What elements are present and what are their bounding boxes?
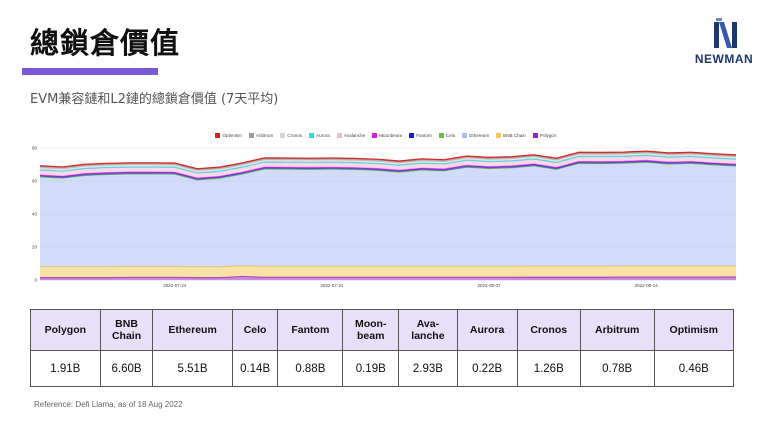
page-title: 總鎖倉價值 — [30, 26, 181, 60]
legend-swatch — [496, 133, 502, 138]
title-underline — [22, 68, 158, 75]
table-header-cell: Moon- beam — [342, 309, 400, 351]
legend-label: Aurora — [316, 133, 330, 138]
x-tick-label: 2022-08-07 — [478, 283, 502, 288]
table-cell: 0.46B — [653, 350, 735, 387]
y-tick-label: 60 — [32, 179, 38, 184]
table-header-cell: Fantom — [277, 309, 344, 351]
x-tick-label: 2022-07-24 — [163, 283, 187, 288]
chart-subtitle: EVM兼容鏈和L2鏈的總鎖倉價值 (7天平均) — [30, 92, 279, 107]
legend-label: BNB Chain — [503, 133, 526, 138]
legend-item: Optimism — [215, 133, 242, 138]
table-header-cell: Aurora — [456, 309, 518, 351]
legend-swatch — [409, 133, 415, 138]
tvl-chart: 0 20 40 60 80 2022-07-24 2022-07-31 2022-08-07 2… — [30, 128, 742, 293]
legend-label: Cronos — [287, 133, 303, 138]
legend-item: Avalanche — [336, 133, 366, 138]
table-header-cell: Ava- lanche — [398, 309, 458, 351]
y-tick-label: 40 — [32, 212, 38, 217]
table-header-cell: Polygon — [30, 309, 101, 351]
chart-legend: Optimism Arbitrum Cronos Aurora Avalanche Moo… — [30, 133, 742, 138]
legend-item: Ethereum — [462, 133, 489, 138]
legend-label: Celo — [445, 133, 456, 138]
x-tick-label: 2022-08-14 — [635, 283, 659, 288]
series-line-moonbeam — [39, 159, 737, 179]
y-tick-label: 0 — [34, 278, 37, 283]
legend-label: Avalanche — [343, 133, 366, 138]
x-tick-label: 2022-07-31 — [320, 283, 344, 288]
table-cell: 5.51B — [152, 350, 233, 387]
legend-label: Fantom — [416, 133, 432, 138]
series-line-arbitrum — [39, 151, 737, 171]
y-tick-label: 20 — [32, 245, 38, 250]
tvl-area-chart: 0 20 40 60 80 2022-07-24 2022-07-31 2022-08-07 2… — [32, 146, 737, 288]
legend-swatch — [438, 133, 444, 138]
table-cell: 1.91B — [30, 350, 101, 387]
legend-label: Polygon — [539, 133, 557, 138]
table-row: 1.91B 6.60B 5.51B 0.14B 0.88B 0.19B 2.93B 0.22B… — [30, 350, 735, 387]
legend-item: Fantom — [409, 133, 432, 138]
table-header-cell: BNB Chain — [99, 309, 154, 351]
legend-item: Celo — [438, 133, 456, 138]
area-fantom — [40, 160, 736, 180]
legend-swatch — [372, 133, 378, 138]
newman-logo-icon — [714, 18, 737, 48]
table-header-cell: Optimism — [653, 309, 735, 351]
table-cell: 1.26B — [516, 350, 581, 387]
legend-label: Optimism — [222, 133, 242, 138]
table-cell: 2.93B — [398, 350, 458, 387]
legend-item: Cronos — [280, 133, 302, 138]
legend-label: Arbitrum — [255, 133, 274, 138]
table-header-cell: Ethereum — [152, 309, 233, 351]
legend-item: BNB Chain — [496, 133, 526, 138]
logo-text: NEWMAN — [694, 52, 754, 66]
reference-note: Reference: Defi Llama, as of 18 Aug 2022 — [34, 400, 183, 409]
legend-item: Moonbeam — [372, 133, 402, 138]
table-header-row: Polygon BNB Chain Ethereum Celo Fantom Moon- … — [30, 309, 735, 351]
table-header-cell: Celo — [231, 309, 279, 351]
legend-swatch — [248, 133, 254, 138]
area-cronos — [40, 153, 736, 173]
table-cell: 0.22B — [456, 350, 518, 387]
legend-item: Arbitrum — [248, 133, 274, 138]
y-tick-label: 80 — [32, 146, 38, 151]
legend-swatch — [215, 133, 221, 138]
area-bnb-chain — [40, 265, 736, 278]
table-cell: 0.19B — [342, 350, 400, 387]
table-cell: 0.78B — [579, 350, 655, 387]
legend-item: Aurora — [309, 133, 330, 138]
tvl-table: Polygon BNB Chain Ethereum Celo Fantom Moon- … — [30, 309, 735, 387]
legend-swatch — [336, 133, 342, 138]
table-header-cell: Cronos — [516, 309, 581, 351]
legend-label: Moonbeam — [379, 133, 403, 138]
legend-label: Ethereum — [469, 133, 490, 138]
table-cell: 0.14B — [231, 350, 279, 387]
legend-item: Polygon — [532, 133, 557, 138]
legend-swatch — [462, 133, 468, 138]
table-cell: 6.60B — [99, 350, 154, 387]
table-cell: 0.88B — [277, 350, 344, 387]
legend-swatch — [309, 133, 315, 138]
area-ethereum — [40, 162, 736, 267]
series-line-optimism — [39, 150, 737, 170]
legend-swatch — [280, 133, 286, 138]
table-header-cell: Arbitrum — [579, 309, 655, 351]
legend-swatch — [532, 133, 538, 138]
